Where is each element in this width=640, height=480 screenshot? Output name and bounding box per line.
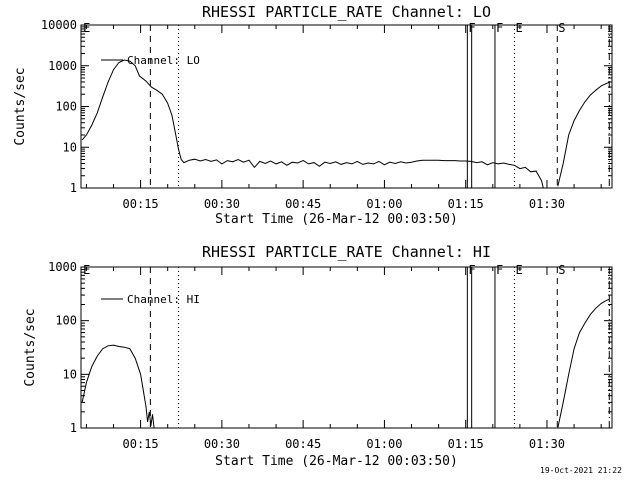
x-tick-label: 01:00 <box>366 197 402 211</box>
plot-frame <box>80 24 613 189</box>
y-tick-label: 1 <box>70 421 77 435</box>
x-tick-label: 00:30 <box>204 197 240 211</box>
x-axis-label: Start Time (26-Mar-12 00:03:50) <box>215 212 458 227</box>
event-marker-label: E <box>515 21 522 35</box>
x-axis-label: Start Time (26-Mar-12 00:03:50) <box>215 454 458 469</box>
x-tick-label: 01:30 <box>529 197 565 211</box>
event-marker-label: E <box>83 21 90 35</box>
series-line <box>557 298 610 428</box>
x-tick-label: 01:30 <box>529 437 565 451</box>
x-tick-label: 01:15 <box>448 197 484 211</box>
y-tick-label: 1000 <box>48 260 77 274</box>
event-marker-label: S <box>558 21 565 35</box>
chart-title: RHESSI PARTICLE_RATE Channel: LO <box>202 3 491 21</box>
y-tick-label: 10 <box>63 140 77 154</box>
chart-panel-1: RHESSI PARTICLE_RATE Channel: LO 1 10 100 10… <box>13 3 613 227</box>
y-axis-label: Counts/sec <box>13 67 28 145</box>
event-marker-label: F <box>496 263 503 277</box>
series-line <box>81 59 182 160</box>
event-marker-label: S <box>558 263 565 277</box>
event-marker-label: E <box>83 263 90 277</box>
series-line <box>557 81 610 187</box>
y-tick-label: 1 <box>70 181 77 195</box>
y-tick-label: 1000 <box>48 59 77 73</box>
x-tick-label: 00:15 <box>123 437 159 451</box>
x-tick-label: 00:30 <box>204 437 240 451</box>
x-tick-label: 00:45 <box>285 197 321 211</box>
x-tick-label: 01:15 <box>448 437 484 451</box>
event-marker-label: E <box>515 263 522 277</box>
footer-stamp: 19-Oct-2021 21:22 <box>540 466 622 475</box>
event-marker-label: F <box>496 21 503 35</box>
series-line <box>180 158 544 188</box>
plot-frame <box>80 266 613 429</box>
series-line <box>81 344 155 428</box>
chart-panel-2: RHESSI PARTICLE_RATE Channel: HI 1 10 100 10… <box>23 243 613 469</box>
y-tick-label: 10000 <box>41 18 77 32</box>
x-tick-label: 01:00 <box>366 437 402 451</box>
y-tick-label: 100 <box>55 100 77 114</box>
y-tick-label: 10 <box>63 367 77 381</box>
x-tick-label: 00:45 <box>285 437 321 451</box>
legend-label: Channel: HI <box>127 293 200 306</box>
x-tick-label: 00:15 <box>123 197 159 211</box>
y-axis-label: Counts/sec <box>23 308 38 386</box>
chart-title: RHESSI PARTICLE_RATE Channel: HI <box>202 243 491 261</box>
legend-label: Channel: LO <box>127 54 200 67</box>
y-tick-label: 100 <box>55 314 77 328</box>
